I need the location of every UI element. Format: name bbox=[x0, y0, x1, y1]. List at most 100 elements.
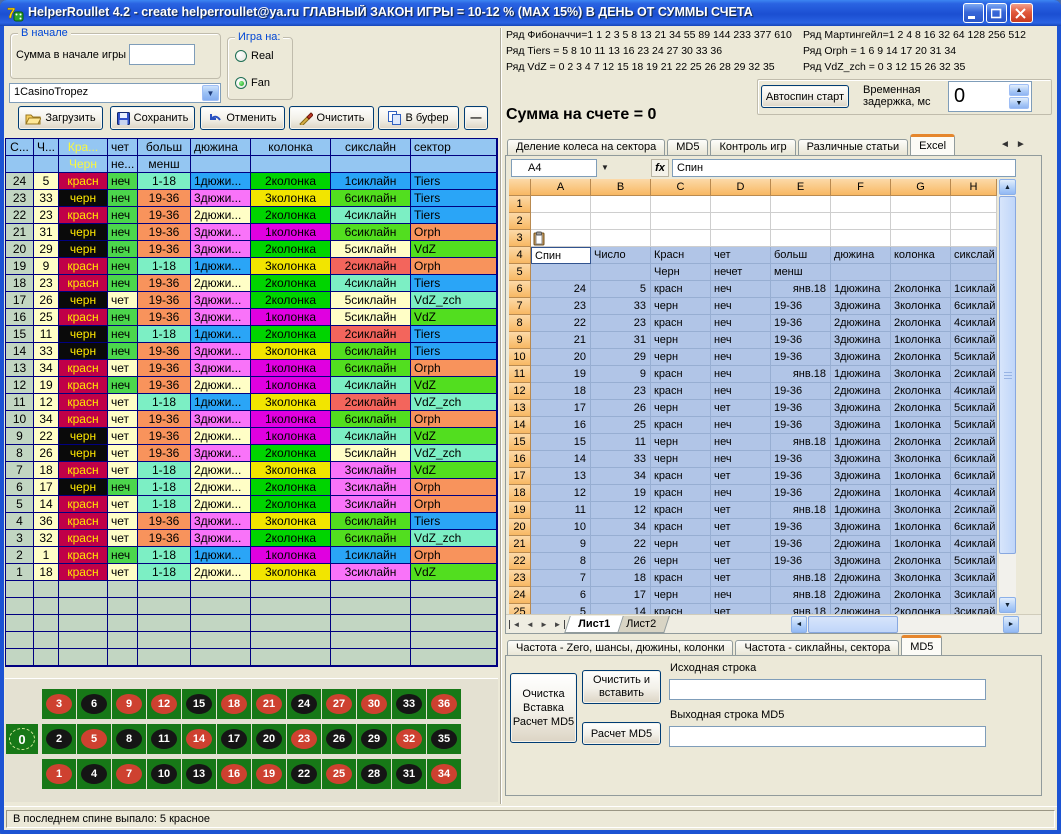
roulette-number-18[interactable]: 18 bbox=[217, 689, 251, 719]
excel-cell[interactable]: 31 bbox=[591, 332, 651, 349]
excel-cell[interactable] bbox=[831, 213, 891, 230]
excel-cell[interactable]: 3колонка bbox=[891, 366, 951, 383]
excel-row-header-24[interactable]: 24 bbox=[509, 587, 531, 604]
scroll-up-icon[interactable]: ▲ bbox=[999, 179, 1016, 195]
radio-option-real[interactable]: Real bbox=[235, 50, 274, 62]
excel-cell[interactable]: 6сиклай bbox=[951, 298, 997, 315]
excel-cell[interactable]: 2колонка bbox=[891, 383, 951, 400]
sheet-tab-лист1[interactable]: Лист1 bbox=[564, 615, 624, 633]
paste-options-icon[interactable] bbox=[533, 231, 548, 246]
roulette-number-27[interactable]: 27 bbox=[322, 689, 356, 719]
excel-cell[interactable]: Черн bbox=[651, 264, 711, 281]
undo-button[interactable]: Отменить bbox=[200, 106, 285, 130]
clear-button[interactable]: Очистить bbox=[289, 106, 374, 130]
excel-cell[interactable]: 33 bbox=[591, 298, 651, 315]
roulette-number-11[interactable]: 11 bbox=[147, 724, 181, 754]
scroll-right-icon[interactable]: ► bbox=[1003, 616, 1019, 633]
close-button[interactable] bbox=[1010, 3, 1033, 23]
excel-cell[interactable]: чет bbox=[711, 604, 771, 614]
excel-cell[interactable]: черн bbox=[651, 451, 711, 468]
excel-row-header-18[interactable]: 18 bbox=[509, 485, 531, 502]
excel-cell[interactable]: черн bbox=[651, 536, 711, 553]
excel-cell[interactable]: черн bbox=[651, 400, 711, 417]
excel-col-header-F[interactable]: F bbox=[831, 179, 891, 196]
excel-cell[interactable]: 19-36 bbox=[771, 485, 831, 502]
roulette-number-6[interactable]: 6 bbox=[77, 689, 111, 719]
excel-cell[interactable]: 3колонка bbox=[891, 451, 951, 468]
excel-cell[interactable]: неч bbox=[711, 451, 771, 468]
load-button[interactable]: Загрузить bbox=[18, 106, 103, 130]
tab-md5[interactable]: MD5 bbox=[901, 635, 943, 656]
excel-cell[interactable] bbox=[891, 213, 951, 230]
excel-cell[interactable]: больш bbox=[771, 247, 831, 264]
excel-cell[interactable]: 22 bbox=[591, 536, 651, 553]
excel-row-header-15[interactable]: 15 bbox=[509, 434, 531, 451]
excel-cell[interactable]: 2колонка bbox=[891, 315, 951, 332]
roulette-number-21[interactable]: 21 bbox=[252, 689, 286, 719]
excel-cell[interactable]: чет bbox=[711, 553, 771, 570]
excel-cell[interactable]: 18 bbox=[531, 383, 591, 400]
excel-cell[interactable]: дюжина bbox=[831, 247, 891, 264]
excel-cell[interactable]: 8 bbox=[531, 553, 591, 570]
roulette-number-28[interactable]: 28 bbox=[357, 759, 391, 789]
excel-cell[interactable]: 10 bbox=[531, 519, 591, 536]
excel-cell[interactable]: 3сиклай bbox=[951, 604, 997, 614]
excel-cell[interactable]: 11 bbox=[591, 434, 651, 451]
excel-cell[interactable]: 19-36 bbox=[771, 536, 831, 553]
tab-scroll-left-icon[interactable]: ◄ bbox=[1000, 139, 1010, 150]
excel-cell[interactable]: красн bbox=[651, 604, 711, 614]
excel-cell[interactable]: неч bbox=[711, 434, 771, 451]
excel-cell[interactable]: 1дюжина bbox=[831, 434, 891, 451]
excel-cell[interactable]: 3дюжина bbox=[831, 519, 891, 536]
excel-cell[interactable]: 1сиклай bbox=[951, 281, 997, 298]
tab-различные-статьи[interactable]: Различные статьи bbox=[797, 139, 909, 155]
excel-cell[interactable]: чет bbox=[711, 570, 771, 587]
excel-cell[interactable]: неч bbox=[711, 417, 771, 434]
roulette-number-12[interactable]: 12 bbox=[147, 689, 181, 719]
casino-select[interactable]: 1CasinoTropez ▼ bbox=[9, 83, 221, 103]
excel-cell[interactable] bbox=[591, 213, 651, 230]
excel-cell[interactable]: 2дюжина bbox=[831, 315, 891, 332]
excel-col-header-B[interactable]: B bbox=[591, 179, 651, 196]
excel-row-header-16[interactable]: 16 bbox=[509, 451, 531, 468]
excel-row-header-8[interactable]: 8 bbox=[509, 315, 531, 332]
excel-cell[interactable]: красн bbox=[651, 383, 711, 400]
excel-col-header-H[interactable]: H bbox=[951, 179, 997, 196]
excel-col-header-D[interactable]: D bbox=[711, 179, 771, 196]
spin-up-icon[interactable]: ▲ bbox=[1009, 84, 1029, 96]
excel-row-header-21[interactable]: 21 bbox=[509, 536, 531, 553]
excel-cell[interactable]: красн bbox=[651, 366, 711, 383]
excel-cell[interactable]: 2сиклай bbox=[951, 502, 997, 519]
excel-cell[interactable]: 12 bbox=[591, 502, 651, 519]
excel-cell[interactable]: 11 bbox=[531, 502, 591, 519]
excel-cell[interactable]: 16 bbox=[531, 417, 591, 434]
excel-cell[interactable]: неч bbox=[711, 349, 771, 366]
chevron-down-icon[interactable]: ▼ bbox=[202, 85, 219, 101]
excel-cell[interactable] bbox=[831, 230, 891, 247]
excel-cell[interactable]: 2колонка bbox=[891, 349, 951, 366]
excel-cell[interactable]: 25 bbox=[591, 417, 651, 434]
excel-cell[interactable]: неч bbox=[711, 587, 771, 604]
excel-cell[interactable]: 19-36 bbox=[771, 315, 831, 332]
excel-cell[interactable] bbox=[711, 230, 771, 247]
excel-cell[interactable]: неч bbox=[711, 485, 771, 502]
roulette-number-8[interactable]: 8 bbox=[112, 724, 146, 754]
sheet-nav-last-icon[interactable]: ► bbox=[551, 619, 565, 629]
roulette-number-23[interactable]: 23 bbox=[287, 724, 321, 754]
excel-cell[interactable] bbox=[951, 213, 997, 230]
excel-cell[interactable]: янв.18 bbox=[771, 587, 831, 604]
excel-cell[interactable]: красн bbox=[651, 468, 711, 485]
roulette-number-16[interactable]: 16 bbox=[217, 759, 251, 789]
excel-cell[interactable] bbox=[651, 196, 711, 213]
excel-row-header-23[interactable]: 23 bbox=[509, 570, 531, 587]
excel-cell[interactable]: 1колонка bbox=[891, 485, 951, 502]
excel-cell[interactable]: неч bbox=[711, 281, 771, 298]
tab-scroll-right-icon[interactable]: ► bbox=[1015, 139, 1026, 150]
excel-cell[interactable]: янв.18 bbox=[771, 570, 831, 587]
excel-row-header-14[interactable]: 14 bbox=[509, 417, 531, 434]
cell-name-box[interactable]: A4 bbox=[511, 159, 597, 177]
excel-cell[interactable]: 14 bbox=[591, 604, 651, 614]
excel-cell[interactable]: 3сиклай bbox=[951, 587, 997, 604]
excel-cell[interactable]: черн bbox=[651, 434, 711, 451]
excel-col-header-A[interactable]: A bbox=[531, 179, 591, 196]
